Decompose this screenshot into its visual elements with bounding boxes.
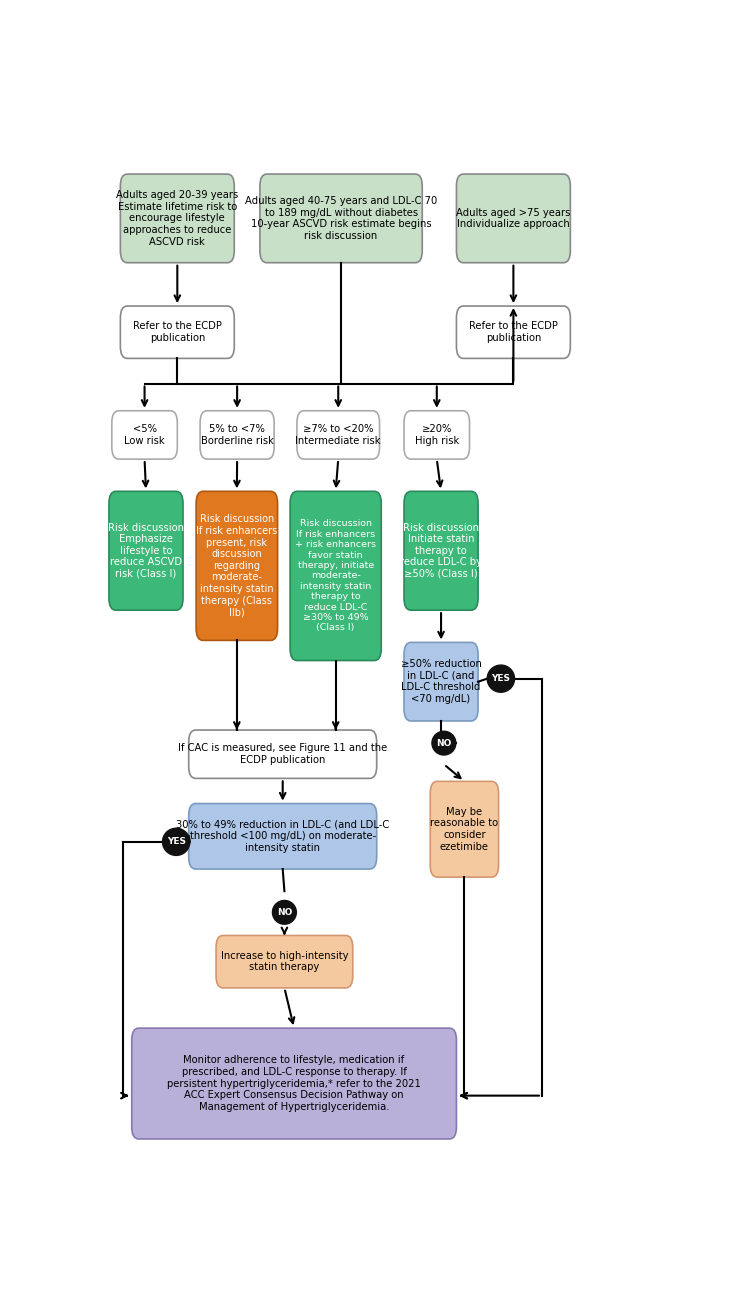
FancyBboxPatch shape	[456, 174, 570, 263]
FancyBboxPatch shape	[132, 1028, 456, 1139]
Text: 30% to 49% reduction in LDL-C (and LDL-C
threshold <100 mg/dL) on moderate-
inte: 30% to 49% reduction in LDL-C (and LDL-C…	[176, 820, 390, 853]
Text: Monitor adherence to lifestyle, medication if
prescribed, and LDL-C response to : Monitor adherence to lifestyle, medicati…	[167, 1056, 421, 1112]
FancyBboxPatch shape	[189, 803, 376, 869]
FancyBboxPatch shape	[260, 174, 422, 263]
Text: If CAC is measured, see Figure 11 and the
ECDP publication: If CAC is measured, see Figure 11 and th…	[178, 743, 387, 765]
Text: May be
reasonable to
consider
ezetimibe: May be reasonable to consider ezetimibe	[431, 807, 498, 852]
Text: ≥20%
High risk: ≥20% High risk	[415, 424, 459, 446]
FancyBboxPatch shape	[196, 492, 278, 641]
Text: 5% to <7%
Borderline risk: 5% to <7% Borderline risk	[201, 424, 273, 446]
FancyBboxPatch shape	[109, 492, 183, 610]
FancyBboxPatch shape	[189, 730, 376, 778]
Text: NO: NO	[436, 739, 451, 748]
Text: Refer to the ECDP
publication: Refer to the ECDP publication	[469, 322, 558, 343]
FancyBboxPatch shape	[404, 642, 478, 721]
Text: Risk discussion
Initiate statin
therapy to
reduce LDL-C by
≥50% (Class I): Risk discussion Initiate statin therapy …	[400, 523, 482, 579]
Ellipse shape	[432, 731, 456, 755]
FancyBboxPatch shape	[456, 306, 570, 358]
Text: Increase to high-intensity
statin therapy: Increase to high-intensity statin therap…	[220, 951, 348, 972]
Ellipse shape	[487, 664, 514, 692]
Text: Risk discussion
Emphasize
lifestyle to
reduce ASCVD
risk (Class I): Risk discussion Emphasize lifestyle to r…	[108, 523, 184, 579]
FancyBboxPatch shape	[121, 174, 234, 263]
Text: Adults aged >75 years
Individualize approach: Adults aged >75 years Individualize appr…	[456, 208, 570, 229]
Ellipse shape	[273, 900, 296, 925]
Text: YES: YES	[167, 837, 186, 846]
Text: NO: NO	[276, 908, 292, 917]
Text: YES: YES	[492, 674, 510, 683]
Text: Risk discussion
If risk enhancers
+ risk enhancers
favor statin
therapy, initiat: Risk discussion If risk enhancers + risk…	[295, 519, 376, 633]
FancyBboxPatch shape	[404, 411, 470, 459]
FancyBboxPatch shape	[200, 411, 274, 459]
FancyBboxPatch shape	[216, 935, 353, 988]
FancyBboxPatch shape	[430, 781, 498, 878]
Text: Risk discussion
If risk enhancers
present, risk
discussion
regarding
moderate-
i: Risk discussion If risk enhancers presen…	[196, 514, 278, 617]
FancyBboxPatch shape	[112, 411, 177, 459]
Text: ≥7% to <20%
Intermediate risk: ≥7% to <20% Intermediate risk	[295, 424, 381, 446]
Text: Adults aged 20-39 years
Estimate lifetime risk to
encourage lifestyle
approaches: Adults aged 20-39 years Estimate lifetim…	[116, 190, 238, 247]
FancyBboxPatch shape	[297, 411, 379, 459]
Text: Adults aged 40-75 years and LDL-C 70
to 189 mg/dL without diabetes
10-year ASCVD: Adults aged 40-75 years and LDL-C 70 to …	[245, 196, 437, 241]
Text: Refer to the ECDP
publication: Refer to the ECDP publication	[133, 322, 222, 343]
FancyBboxPatch shape	[404, 492, 478, 610]
Text: <5%
Low risk: <5% Low risk	[124, 424, 165, 446]
Text: ≥50% reduction
in LDL-C (and
LDL-C threshold
<70 mg/dL): ≥50% reduction in LDL-C (and LDL-C thres…	[401, 659, 481, 704]
Ellipse shape	[162, 828, 190, 855]
FancyBboxPatch shape	[290, 492, 381, 661]
FancyBboxPatch shape	[121, 306, 234, 358]
